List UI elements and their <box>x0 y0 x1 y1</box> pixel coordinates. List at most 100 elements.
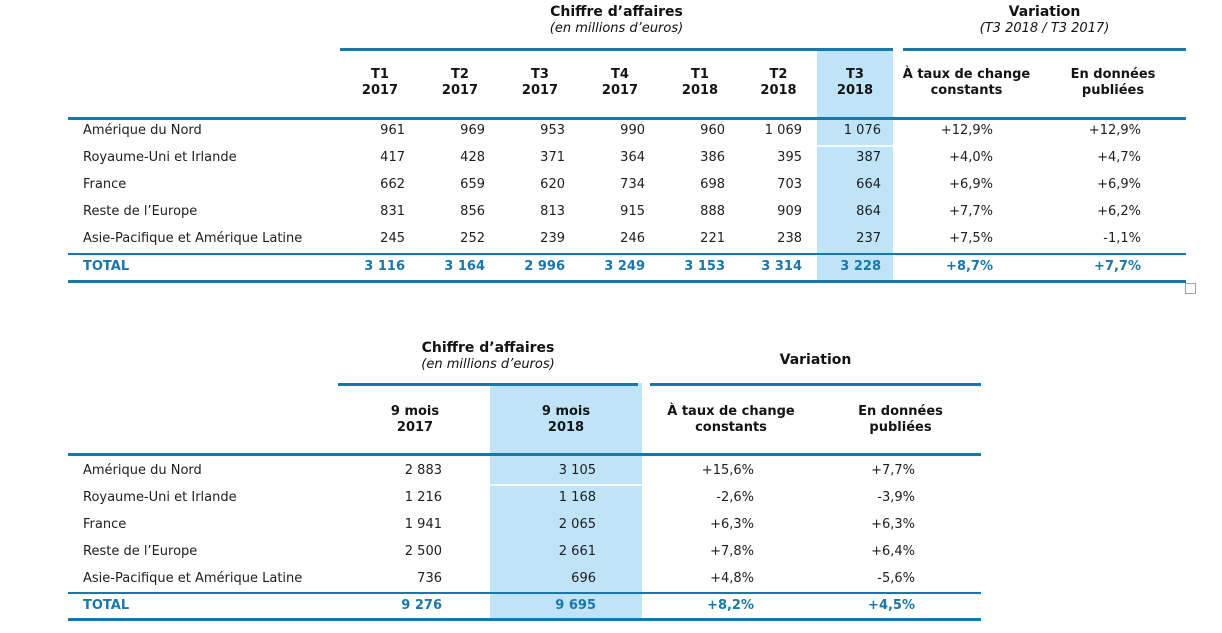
value-cell: 736 <box>417 571 442 586</box>
value-cell: 9 276 <box>401 597 442 613</box>
quarterly-revenue-table: T1 2017 T2 2017 T3 2017 T4 2017 T1 2018 T2 2018 T3 20… <box>68 48 1186 280</box>
value-cell: 888 <box>700 204 725 219</box>
variation-subtitle: (T3 2018 / T3 2017) <box>979 21 1110 36</box>
header-row: T1 2017 T2 2017 T3 2017 T4 2017 T1 2018 T2 2018 T3 20… <box>68 48 1186 117</box>
revenue-title: Chiffre d’affaires <box>421 340 555 356</box>
value-cell: 2 996 <box>524 258 565 274</box>
variation-title: Variation <box>779 352 852 368</box>
value-cell: +12,9% <box>1088 123 1141 138</box>
value-cell: 960 <box>700 123 725 138</box>
value-cell: 969 <box>460 123 485 138</box>
rule-header-separator <box>68 453 981 456</box>
value-cell: -5,6% <box>877 571 915 586</box>
value-cell: +7,8% <box>710 544 754 559</box>
value-cell: 237 <box>856 231 881 246</box>
column-header: À taux de change constants <box>667 404 795 435</box>
value-cell: 2 661 <box>558 544 596 559</box>
rule-revenue-top <box>338 383 638 386</box>
column-header: 9 mois 2017 <box>390 404 440 435</box>
revenue-subtitle: (en millions d’euros) <box>421 357 555 372</box>
highlight-row-separator <box>490 484 642 486</box>
value-cell: +6,3% <box>710 517 754 532</box>
value-cell: 703 <box>777 177 802 192</box>
table1-revenue-group-title: Chiffre d’affaires (en millions d’euros) <box>340 4 893 37</box>
table-row: Amérique du Nord 2 883 3 105 +15,6% +7,7% <box>68 457 981 484</box>
value-cell: 386 <box>700 150 725 165</box>
value-cell: 1 216 <box>404 490 442 505</box>
value-cell: 387 <box>856 150 881 165</box>
table1-variation-group-title: Variation (T3 2018 / T3 2017) <box>903 4 1186 37</box>
value-cell: 239 <box>540 231 565 246</box>
column-header: En données publiées <box>1070 66 1156 98</box>
value-cell: 364 <box>620 150 645 165</box>
value-cell: 221 <box>700 231 725 246</box>
variation-title: Variation <box>1008 4 1081 20</box>
table2-revenue-group-title: Chiffre d’affaires (en millions d’euros) <box>338 340 638 373</box>
column-header: En données publiées <box>858 404 943 435</box>
rule-bottom <box>68 280 1186 283</box>
region-label: Royaume-Uni et Irlande <box>83 150 237 165</box>
table2-variation-group-title: Variation <box>650 352 981 369</box>
value-cell: 734 <box>620 177 645 192</box>
value-cell: 856 <box>460 204 485 219</box>
value-cell: 238 <box>777 231 802 246</box>
highlight-column-9-mois-2018 <box>490 383 642 621</box>
rule-above-total <box>68 592 981 594</box>
value-cell: 417 <box>380 150 405 165</box>
value-cell: +8,7% <box>946 258 993 274</box>
table-row: Asie-Pacifique et Amérique Latine 245 252 2… <box>68 225 1186 252</box>
value-cell: 1 076 <box>843 123 881 138</box>
value-cell: +12,9% <box>940 123 993 138</box>
column-header: 9 mois 2018 <box>541 404 591 435</box>
table-row: Asie-Pacifique et Amérique Latine 736 696 +… <box>68 565 981 592</box>
rule-bottom <box>68 618 981 621</box>
column-header: T3 2018 <box>836 66 874 98</box>
value-cell: 620 <box>540 177 565 192</box>
value-cell: +7,5% <box>949 231 993 246</box>
value-cell: 3 105 <box>558 463 596 478</box>
column-header: À taux de change constants <box>902 66 1031 98</box>
table-row: Reste de l’Europe 2 500 2 661 +7,8% +6,4% <box>68 538 981 565</box>
column-header: T4 2017 <box>601 66 639 98</box>
region-label: France <box>83 517 127 532</box>
revenue-title: Chiffre d’affaires <box>550 4 683 20</box>
value-cell: 3 314 <box>761 258 802 274</box>
column-header: T1 2017 <box>361 66 399 98</box>
region-label: Reste de l’Europe <box>83 204 198 219</box>
value-cell: 659 <box>460 177 485 192</box>
region-label: Asie-Pacifique et Amérique Latine <box>83 571 303 586</box>
value-cell: 9 695 <box>555 597 596 613</box>
column-header: T2 2018 <box>760 66 797 98</box>
value-cell: +7,7% <box>871 463 915 478</box>
value-cell: 831 <box>380 204 405 219</box>
value-cell: 864 <box>856 204 881 219</box>
value-cell: 245 <box>380 231 405 246</box>
value-cell: 662 <box>380 177 405 192</box>
value-cell: +7,7% <box>949 204 993 219</box>
region-label: Asie-Pacifique et Amérique Latine <box>83 231 303 246</box>
value-cell: 1 168 <box>558 490 596 505</box>
table-selection-handle[interactable] <box>1185 283 1196 294</box>
value-cell: 664 <box>856 177 881 192</box>
value-cell: -1,1% <box>1103 231 1141 246</box>
value-cell: -3,9% <box>877 490 915 505</box>
value-cell: 3 164 <box>444 258 485 274</box>
highlight-row-separator <box>817 145 893 147</box>
value-cell: +8,2% <box>707 597 754 613</box>
nine-month-revenue-table: 9 mois 2017 9 mois 2018 À taux de change cons… <box>68 383 981 618</box>
total-label: TOTAL <box>83 258 130 274</box>
value-cell: 2 065 <box>558 517 596 532</box>
value-cell: +4,0% <box>949 150 993 165</box>
value-cell: +6,2% <box>1097 204 1141 219</box>
value-cell: +4,7% <box>1097 150 1141 165</box>
value-cell: +6,9% <box>949 177 993 192</box>
revenue-subtitle: (en millions d’euros) <box>549 21 684 36</box>
value-cell: +6,4% <box>871 544 915 559</box>
value-cell: 395 <box>777 150 802 165</box>
value-cell: 990 <box>620 123 645 138</box>
total-row: TOTAL 3 116 3 164 2 996 3 249 3 153 3 314 3 228… <box>68 252 1186 280</box>
value-cell: 3 228 <box>840 258 881 274</box>
value-cell: -2,6% <box>716 490 754 505</box>
value-cell: 915 <box>620 204 645 219</box>
region-label: Royaume-Uni et Irlande <box>83 490 237 505</box>
